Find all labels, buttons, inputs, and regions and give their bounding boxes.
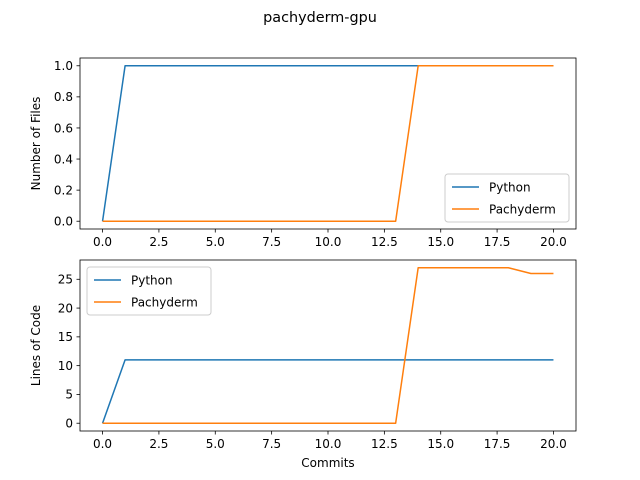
figure-title: pachyderm-gpu (263, 10, 377, 26)
x-tick-label: 10.0 (315, 235, 342, 249)
x-tick-label: 0.0 (93, 235, 112, 249)
x-tick-label: 15.0 (427, 437, 454, 451)
x-tick-label: 17.5 (484, 235, 511, 249)
y-axis-label: Lines of Code (29, 305, 43, 386)
y-tick-label: 0.4 (54, 152, 73, 166)
legend: Python Pachyderm (86, 266, 212, 316)
x-tick-label: 5.0 (206, 235, 225, 249)
x-tick-label: 20.0 (540, 235, 567, 249)
y-tick-label: 25 (58, 273, 73, 287)
x-tick-label: 20.0 (540, 437, 567, 451)
y-tick-label: 10 (58, 359, 73, 373)
y-tick-label: 5 (65, 388, 73, 402)
x-tick-label: 7.5 (262, 437, 281, 451)
y-tick-label: 0.2 (54, 183, 73, 197)
x-tick-label: 10.0 (315, 437, 342, 451)
x-tick-label: 0.0 (93, 437, 112, 451)
series-line-pachyderm (102, 267, 554, 424)
x-tick-label: 12.5 (371, 235, 398, 249)
y-tick-label: 0.8 (54, 90, 73, 104)
x-tick-label: 12.5 (371, 437, 398, 451)
legend-box (86, 266, 212, 316)
legend-label-python: Python (489, 180, 531, 194)
y-tick-label: 15 (58, 330, 73, 344)
y-tick-label: 0.0 (54, 215, 73, 229)
loc-subplot: 0.0 2.5 5.0 7.5 10.0 12.5 15.0 17.5 20.0 0 5 10 15 20… (29, 259, 577, 470)
x-tick-label: 2.5 (149, 437, 168, 451)
legend-box (444, 173, 570, 223)
x-tick-label: 5.0 (206, 437, 225, 451)
y-tick-label: 1.0 (54, 59, 73, 73)
y-tick-label: 20 (58, 301, 73, 315)
series-line-python (101, 359, 554, 424)
x-tick-label: 17.5 (484, 437, 511, 451)
y-tick-label: 0 (65, 417, 73, 431)
y-axis-label: Number of Files (29, 97, 43, 191)
series-line-pachyderm (102, 65, 554, 222)
x-tick-label: 7.5 (262, 235, 281, 249)
legend-label-pachyderm: Pachyderm (131, 295, 198, 309)
files-subplot: 0.0 2.5 5.0 7.5 10.0 12.5 15.0 17.5 20.0 0.0 0.2 0.… (29, 57, 577, 249)
x-tick-label: 2.5 (149, 235, 168, 249)
legend-label-python: Python (131, 273, 173, 287)
x-tick-label: 15.0 (427, 235, 454, 249)
x-axis-label: Commits (301, 456, 354, 470)
legend: Python Pachyderm (444, 173, 570, 223)
legend-label-pachyderm: Pachyderm (489, 202, 556, 216)
y-tick-label: 0.6 (54, 121, 73, 135)
